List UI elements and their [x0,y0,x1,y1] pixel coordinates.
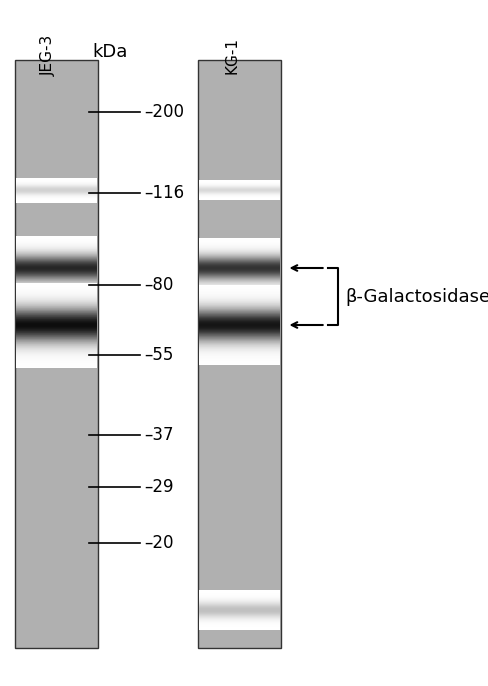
Text: JEG-3: JEG-3 [41,34,56,75]
Bar [15,60,98,648]
Text: –200: –200 [144,103,184,121]
Text: β-Galactosidase-1: β-Galactosidase-1 [346,287,488,305]
Text: KG-1: KG-1 [224,36,239,73]
Text: –80: –80 [144,276,174,294]
Text: –37: –37 [144,426,174,444]
Text: –55: –55 [144,346,174,364]
Text: –116: –116 [144,184,185,202]
Text: kDa: kDa [93,43,128,61]
Bar [198,60,281,648]
Text: –29: –29 [144,478,174,496]
Text: –20: –20 [144,534,174,552]
